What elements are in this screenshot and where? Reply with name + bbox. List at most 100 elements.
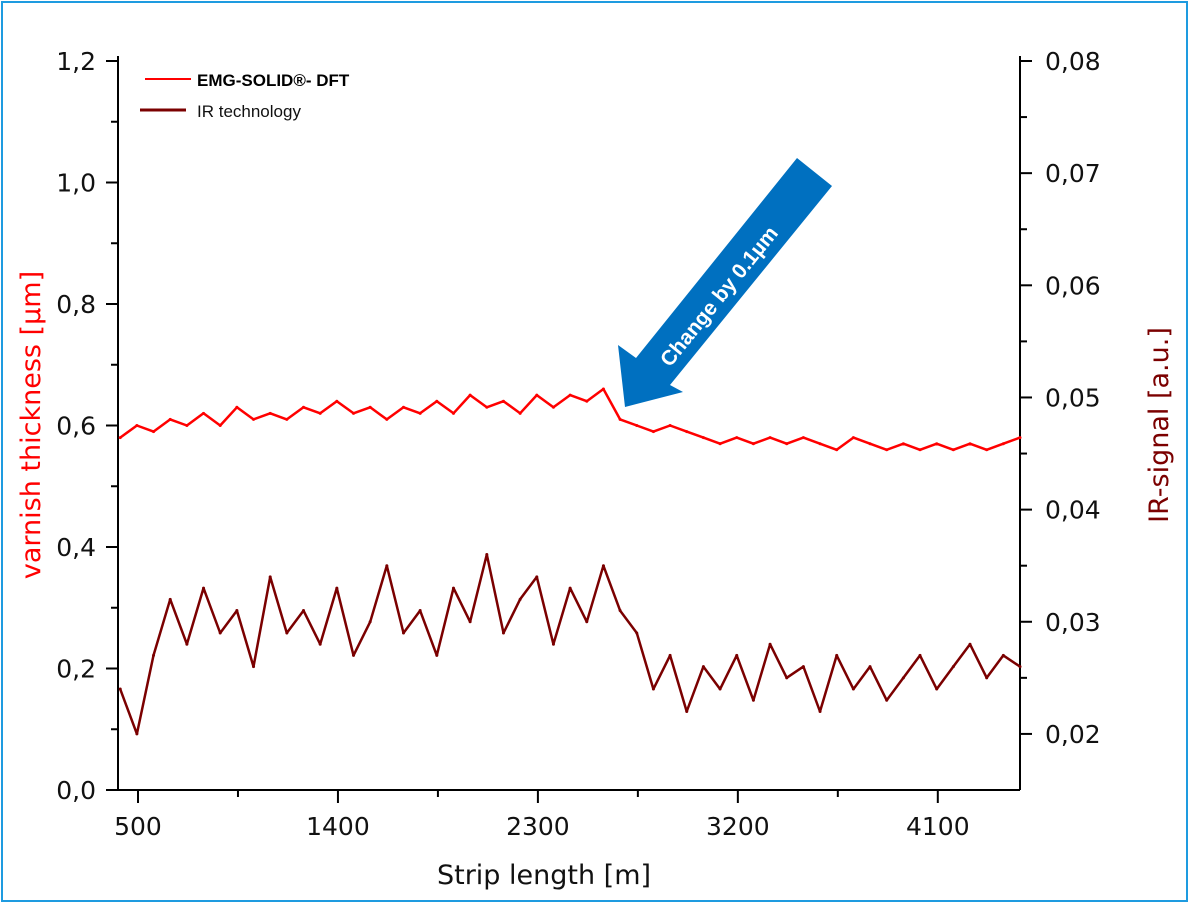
x-tick-label: 2300 — [506, 812, 570, 841]
data-point — [918, 653, 922, 657]
legend: EMG-SOLID®- DFT IR technology — [140, 71, 350, 121]
data-point — [168, 417, 172, 421]
data-point — [835, 653, 839, 657]
data-point — [601, 387, 605, 391]
data-point — [635, 631, 639, 635]
data-point — [885, 698, 889, 702]
data-point — [751, 442, 755, 446]
data-point — [335, 586, 339, 590]
data-point — [185, 424, 189, 427]
data-point — [318, 411, 322, 415]
data-point — [518, 411, 522, 415]
data-point — [268, 575, 272, 579]
y-right-tick-label: 0,03 — [1045, 608, 1101, 637]
y-left-axis-title: varnish thickness [µm] — [16, 271, 47, 579]
series-lines — [118, 387, 1022, 736]
data-point — [818, 442, 822, 446]
data-point — [168, 597, 172, 601]
data-point — [385, 564, 389, 568]
data-point — [718, 442, 722, 446]
data-point — [218, 424, 222, 427]
data-point — [535, 575, 539, 579]
data-point — [601, 564, 605, 568]
data-point — [518, 597, 522, 601]
data-point — [635, 424, 639, 427]
data-point — [868, 665, 872, 669]
data-point — [685, 709, 689, 713]
data-point — [285, 417, 289, 421]
data-point — [901, 442, 905, 446]
data-point — [918, 448, 922, 452]
data-point — [868, 442, 872, 446]
data-point — [385, 417, 389, 421]
data-point — [401, 631, 405, 635]
y-right-tick-label: 0,04 — [1045, 496, 1101, 525]
data-point — [401, 405, 405, 409]
data-point — [252, 665, 256, 669]
data-point — [435, 399, 439, 403]
data-point — [218, 631, 222, 635]
data-point — [951, 448, 955, 452]
data-point — [152, 430, 156, 434]
data-point — [318, 642, 322, 646]
data-point — [368, 405, 372, 409]
data-point — [235, 609, 239, 613]
data-point — [835, 448, 839, 452]
y-left-tick-label: 1,0 — [56, 169, 96, 198]
data-point — [535, 393, 539, 397]
data-point — [885, 448, 889, 452]
legend-label-dft: EMG-SOLID®- DFT — [197, 71, 350, 90]
data-point — [768, 436, 772, 440]
data-point — [152, 653, 156, 657]
data-point — [202, 586, 206, 590]
data-point — [118, 687, 122, 691]
y-left-tick-label: 0,4 — [56, 533, 96, 562]
data-point — [468, 393, 472, 397]
y-left-tick-label: 0,8 — [56, 290, 96, 319]
data-point — [501, 631, 505, 635]
data-point — [618, 417, 622, 421]
series-line-ir — [119, 553, 1021, 736]
y-left-tick-label: 0,2 — [56, 655, 96, 684]
data-point — [951, 665, 955, 669]
data-point — [135, 424, 139, 427]
data-point — [485, 405, 489, 409]
data-point — [735, 653, 739, 657]
data-point — [668, 424, 672, 427]
annotation-arrow: Change by 0.1µm — [618, 158, 832, 407]
series-line-dft — [119, 387, 1021, 452]
data-point — [851, 436, 855, 440]
data-point — [618, 609, 622, 613]
data-point — [551, 642, 555, 646]
data-point — [285, 631, 289, 635]
data-point — [585, 399, 589, 403]
data-point — [501, 399, 505, 403]
data-point — [568, 586, 572, 590]
y-right-axis-title: IR-signal [a.u.] — [1144, 327, 1175, 523]
x-tick-label: 1400 — [306, 812, 370, 841]
data-point — [202, 411, 206, 415]
data-point — [451, 586, 455, 590]
data-point — [851, 687, 855, 691]
data-point — [1001, 653, 1005, 657]
y-right-tick-label: 0,02 — [1045, 720, 1101, 749]
data-point — [1001, 442, 1005, 446]
data-point — [1018, 436, 1022, 440]
data-point — [668, 653, 672, 657]
data-point — [451, 411, 455, 415]
axes: 500 1400 2300 3200 4100 0,0 0,2 0,4 0,6 0,8 1,0 1,2… — [56, 47, 1100, 841]
y-right-tick-label: 0,05 — [1045, 383, 1101, 412]
data-point — [701, 665, 705, 669]
data-point — [418, 411, 422, 415]
data-point — [351, 653, 355, 657]
x-tick-label: 3200 — [706, 812, 770, 841]
data-point — [118, 436, 122, 440]
data-point — [252, 417, 256, 421]
data-point — [768, 642, 772, 646]
data-point — [651, 430, 655, 434]
data-point — [785, 442, 789, 446]
data-point — [185, 642, 189, 646]
arrow-shape — [618, 158, 832, 407]
data-point — [235, 405, 239, 409]
